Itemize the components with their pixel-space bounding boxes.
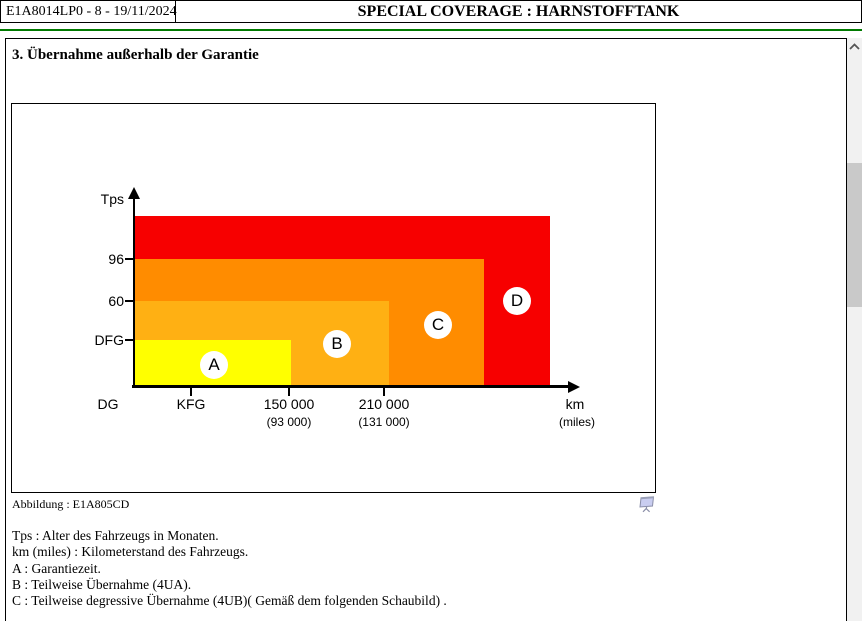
legend-line-b: B : Teilweise Übernahme (4UA). bbox=[12, 576, 192, 592]
figure-viewer-button[interactable] bbox=[637, 495, 657, 515]
x-axis-title-km: km bbox=[565, 396, 585, 412]
legend-text-block: Tps : Alter des Fahrzeugs in Monaten. km… bbox=[12, 528, 447, 609]
coverage-chart-figure: A B C D Tps 96 60 DFG DG KFG 150 000 (93… bbox=[11, 103, 656, 493]
x-subtick-label-93000: (93 000) bbox=[266, 415, 312, 429]
y-tick-96 bbox=[125, 258, 133, 260]
zone-label-d: D bbox=[503, 287, 531, 315]
zone-label-a: A bbox=[200, 351, 228, 379]
legend-line-tps: Tps : Alter des Fahrzeugs in Monaten. bbox=[12, 528, 219, 543]
y-axis-line bbox=[133, 198, 135, 388]
y-axis-title: Tps bbox=[100, 191, 124, 207]
chevron-up-icon bbox=[849, 42, 860, 50]
legend-line-km: km (miles) : Kilometerstand des Fahrzeug… bbox=[12, 544, 249, 560]
x-tick-label-kfg: KFG bbox=[176, 396, 206, 412]
vertical-scrollbar[interactable] bbox=[847, 38, 862, 621]
x-tick-label-210000: 210 000 bbox=[358, 396, 410, 412]
x-tick-label-150000: 150 000 bbox=[263, 396, 315, 412]
y-tick-60 bbox=[125, 300, 133, 302]
zone-label-b: B bbox=[323, 330, 351, 358]
x-axis-arrow-icon bbox=[568, 381, 580, 393]
y-tick-dfg bbox=[125, 339, 133, 341]
section-heading: 3. Übernahme außerhalb der Garantie bbox=[12, 47, 259, 63]
y-tick-label-60: 60 bbox=[108, 293, 124, 309]
scrollbar-thumb[interactable] bbox=[847, 163, 862, 307]
x-subtick-label-131000: (131 000) bbox=[358, 415, 410, 429]
legend-line-a: A : Garantiezeit. bbox=[12, 560, 101, 576]
header-bar: E1A8014LP0 - 8 - 19/11/2024 SPECIAL COVE… bbox=[0, 0, 862, 23]
x-axis-title-miles: (miles) bbox=[559, 415, 595, 429]
y-tick-label-96: 96 bbox=[108, 251, 124, 267]
y-tick-label-dfg: DFG bbox=[94, 332, 124, 348]
header-divider-rule bbox=[0, 29, 862, 31]
x-axis-line bbox=[132, 385, 570, 388]
origin-label-dg: DG bbox=[97, 396, 119, 412]
zone-label-c: C bbox=[424, 311, 452, 339]
x-tick-kfg bbox=[190, 388, 192, 396]
scrollbar-up-button[interactable] bbox=[847, 38, 862, 55]
presentation-screen-icon bbox=[639, 496, 655, 513]
figure-caption: Abbildung : E1A805CD bbox=[12, 497, 130, 511]
legend-line-c: C : Teilweise degressive Übernahme (4UB)… bbox=[12, 593, 447, 609]
document-reference: E1A8014LP0 - 8 - 19/11/2024 bbox=[1, 1, 177, 22]
y-axis-arrow-icon bbox=[128, 187, 140, 199]
x-tick-210000 bbox=[383, 388, 385, 396]
document-title: SPECIAL COVERAGE : HARNSTOFFTANK bbox=[357, 3, 680, 20]
x-tick-150000 bbox=[288, 388, 290, 396]
